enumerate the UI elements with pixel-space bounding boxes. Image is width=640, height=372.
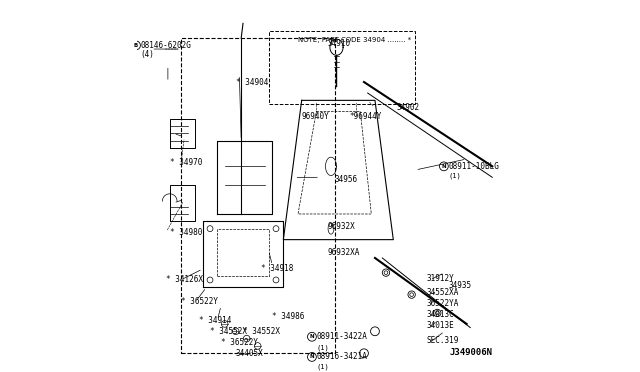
Text: 34902: 34902 bbox=[397, 103, 420, 112]
Text: 08911-10BLG: 08911-10BLG bbox=[448, 162, 499, 171]
Text: * 36522Y: * 36522Y bbox=[221, 338, 258, 347]
Text: * 34904: * 34904 bbox=[236, 77, 268, 87]
Text: 96932X: 96932X bbox=[327, 222, 355, 231]
Text: 34910: 34910 bbox=[327, 39, 351, 48]
Text: 08911-3422A: 08911-3422A bbox=[316, 332, 367, 341]
Text: * 34126X: * 34126X bbox=[166, 275, 203, 285]
Text: 34013E: 34013E bbox=[426, 321, 454, 330]
Text: 08916-3421A: 08916-3421A bbox=[316, 352, 367, 362]
Text: 96940Y: 96940Y bbox=[301, 112, 330, 121]
Text: 31912Y: 31912Y bbox=[426, 274, 454, 283]
Text: (4): (4) bbox=[140, 50, 154, 59]
Text: B: B bbox=[134, 43, 138, 48]
Text: * 34970: * 34970 bbox=[170, 158, 202, 167]
Text: * 34552X: * 34552X bbox=[210, 327, 247, 336]
Text: 34935: 34935 bbox=[448, 281, 472, 290]
Text: N: N bbox=[310, 355, 314, 359]
Text: * 34980: * 34980 bbox=[170, 228, 202, 237]
Text: (1): (1) bbox=[316, 364, 329, 371]
Text: 34405X: 34405X bbox=[236, 349, 264, 358]
Text: 36522YA: 36522YA bbox=[426, 299, 459, 308]
Text: SEC.319: SEC.319 bbox=[426, 336, 459, 345]
Text: J349006N: J349006N bbox=[449, 348, 492, 357]
Text: 34956: 34956 bbox=[335, 175, 358, 184]
Text: * 34918: * 34918 bbox=[261, 264, 294, 273]
Text: (1): (1) bbox=[448, 172, 461, 179]
Text: 08146-6202G: 08146-6202G bbox=[140, 41, 191, 50]
Text: 34552XA: 34552XA bbox=[426, 288, 459, 297]
Text: NOTE; PART CODE 34904 ........ *: NOTE; PART CODE 34904 ........ * bbox=[298, 37, 411, 43]
Text: * 34986: * 34986 bbox=[273, 312, 305, 321]
Text: * 36522Y: * 36522Y bbox=[180, 298, 218, 307]
Text: *96944Y: *96944Y bbox=[349, 112, 381, 121]
Text: (1): (1) bbox=[316, 344, 329, 351]
Text: * 34552X: * 34552X bbox=[243, 327, 280, 336]
Text: 34013C: 34013C bbox=[426, 310, 454, 319]
Text: N: N bbox=[310, 334, 314, 339]
Text: N: N bbox=[442, 164, 446, 169]
Text: 96932XA: 96932XA bbox=[327, 248, 360, 257]
Text: * 34914: * 34914 bbox=[199, 316, 232, 325]
